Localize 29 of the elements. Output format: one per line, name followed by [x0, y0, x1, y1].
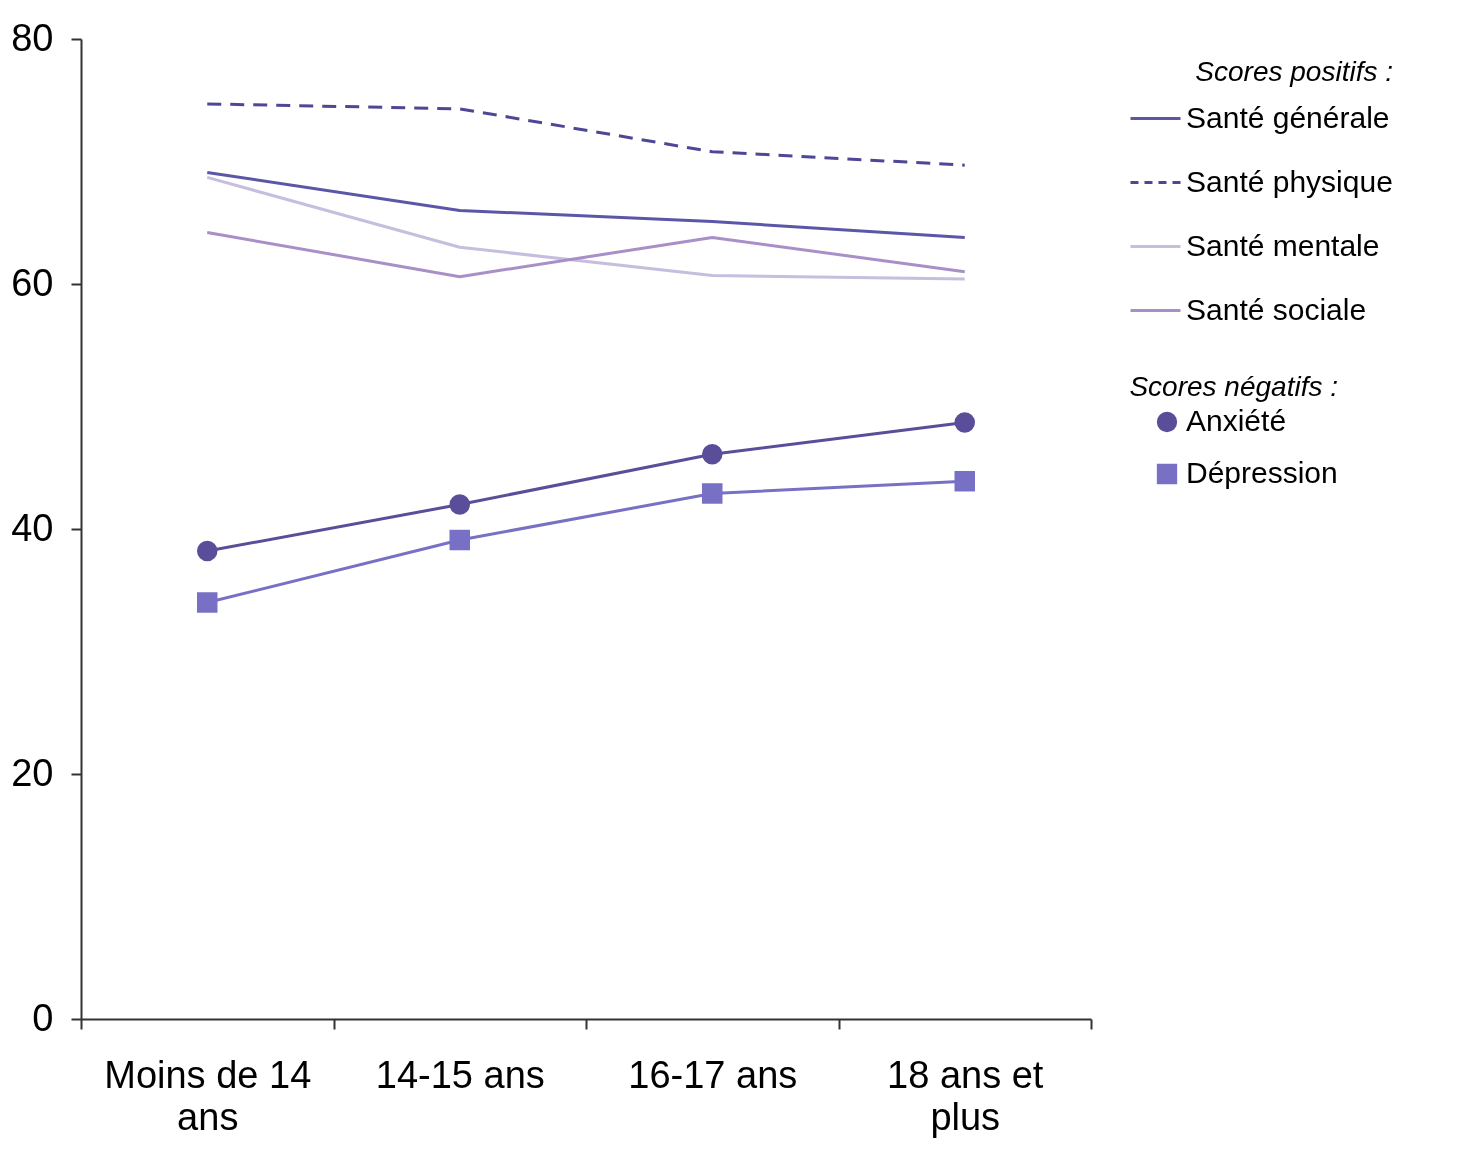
line-series: [205, 175, 967, 281]
text: Scores négatifs :: [1129, 371, 1338, 402]
point: [702, 483, 723, 504]
point: [954, 470, 975, 492]
point: [449, 529, 470, 551]
point: [954, 412, 975, 433]
x-tick-label: Moins de 14 ans: [104, 1053, 312, 1138]
x-tick-label: 14-15 ans: [375, 1053, 545, 1096]
line-series: [205, 171, 967, 239]
y-tick-label: 40: [11, 506, 54, 549]
legend-label: Anxiété: [1186, 404, 1287, 437]
point: [197, 540, 218, 562]
legend-label: Santé générale: [1186, 100, 1390, 134]
point: [702, 444, 723, 465]
line-series: [205, 102, 967, 167]
y-tick-label: 0: [32, 996, 54, 1039]
y-tick-label: 60: [11, 261, 54, 304]
x-tick-label: 18 ans et plus: [887, 1053, 1044, 1138]
line-series: [205, 231, 967, 279]
text: Scores positifs :: [1195, 56, 1393, 87]
x-tick-label: 16-17 ans: [628, 1053, 798, 1096]
point: [449, 494, 470, 515]
legend-label: Santé mentale: [1186, 228, 1380, 262]
legend-label: Dépression: [1186, 456, 1338, 489]
point: [197, 592, 218, 613]
legend-label: Santé sociale: [1186, 292, 1367, 326]
y-tick-label: 80: [11, 16, 54, 59]
legend-label: Santé physique: [1186, 164, 1393, 198]
y-tick-label: 20: [11, 751, 54, 794]
